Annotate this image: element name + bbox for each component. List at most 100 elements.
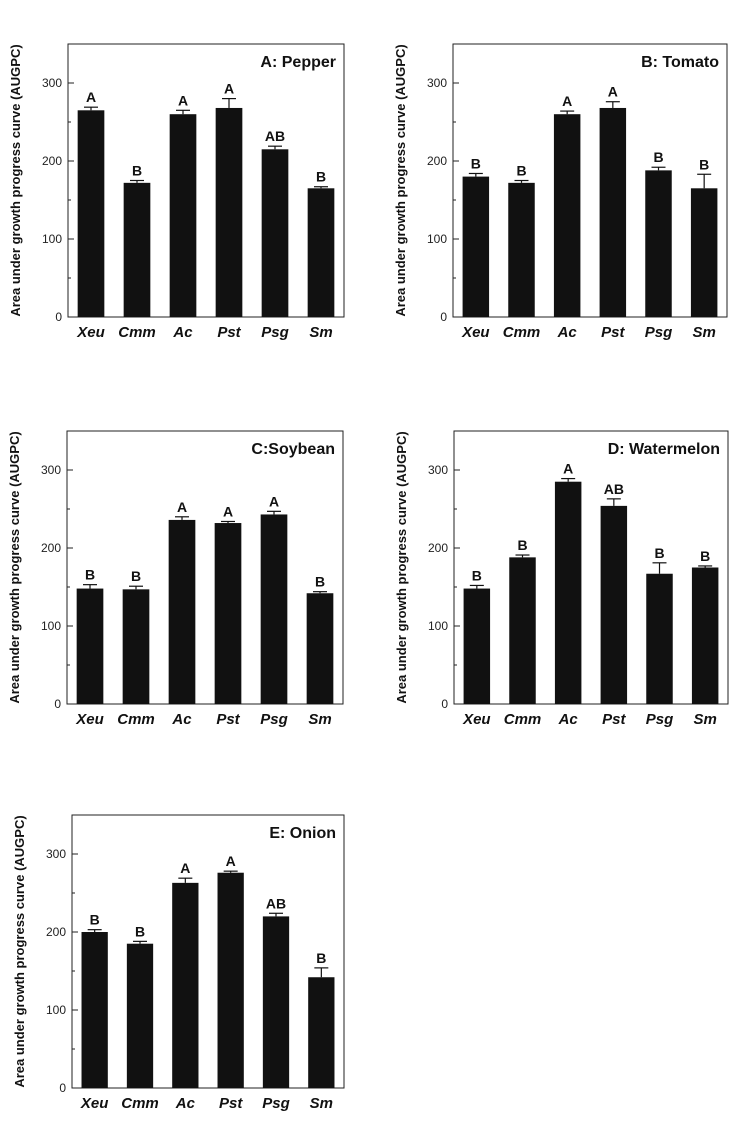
bar-xeu bbox=[76, 588, 104, 704]
significance-letter: AB bbox=[266, 895, 286, 911]
y-tick-label: 200 bbox=[427, 154, 447, 168]
category-label: Xeu bbox=[75, 711, 104, 728]
y-tick-label: 200 bbox=[46, 925, 66, 939]
bar-sm bbox=[690, 188, 718, 317]
chart-panel-5: 0 100 200 300 Area under growth progress cur… bbox=[12, 814, 345, 1112]
significance-letter: A bbox=[562, 93, 572, 109]
y-tick-label: 0 bbox=[441, 697, 448, 711]
category-label: Sm bbox=[693, 711, 716, 728]
category-label: Xeu bbox=[80, 1095, 109, 1112]
y-tick-label: 100 bbox=[41, 619, 61, 633]
category-label: Ac bbox=[172, 324, 193, 341]
category-label: Cmm bbox=[117, 711, 155, 728]
significance-letter: B bbox=[131, 568, 141, 584]
bar-cmm bbox=[508, 182, 535, 317]
y-tick-label: 200 bbox=[428, 541, 448, 555]
significance-letter: A bbox=[180, 860, 190, 876]
significance-letter: B bbox=[700, 548, 710, 564]
y-tick-label: 0 bbox=[54, 697, 61, 711]
significance-letter: A bbox=[269, 493, 279, 509]
bar-sm bbox=[691, 567, 719, 704]
bar-xeu bbox=[462, 176, 490, 317]
bar-sm bbox=[308, 977, 335, 1088]
category-label: Xeu bbox=[462, 711, 491, 728]
category-label: Sm bbox=[309, 324, 332, 341]
category-label: Pst bbox=[219, 1095, 243, 1112]
category-label: Sm bbox=[308, 711, 331, 728]
category-label: Cmm bbox=[121, 1095, 159, 1112]
significance-letter: A bbox=[563, 461, 573, 477]
significance-letter: B bbox=[135, 923, 145, 939]
plot-frame bbox=[71, 814, 345, 1089]
bar-ac bbox=[553, 114, 581, 317]
bar-pst bbox=[214, 523, 242, 704]
chart-panel-1: 0 100 200 300 Area under growth progress cur… bbox=[8, 43, 345, 341]
significance-letter: B bbox=[90, 912, 100, 928]
y-tick-label: 300 bbox=[46, 847, 66, 861]
significance-letter: B bbox=[315, 574, 325, 590]
plot-frame bbox=[66, 430, 344, 705]
bar-ac bbox=[554, 481, 582, 704]
category-label: Pst bbox=[216, 711, 240, 728]
bar-pst bbox=[215, 107, 243, 318]
bar-psg bbox=[261, 149, 289, 317]
bar-cmm bbox=[122, 589, 150, 704]
category-label: Sm bbox=[310, 1095, 333, 1112]
bar-cmm bbox=[509, 557, 536, 704]
significance-letter: A bbox=[86, 89, 96, 105]
category-label: Ac bbox=[557, 324, 578, 341]
category-label: Sm bbox=[692, 324, 715, 341]
plot-frame bbox=[452, 43, 728, 318]
y-tick-label: 200 bbox=[42, 154, 62, 168]
significance-letter: B bbox=[316, 169, 326, 185]
bar-ac bbox=[172, 882, 199, 1088]
y-tick-label: 300 bbox=[41, 463, 61, 477]
category-label: Ac bbox=[558, 711, 579, 728]
y-tick-label: 0 bbox=[59, 1081, 66, 1095]
y-axis-label: Area under growth progress curve (AUGPC) bbox=[393, 44, 408, 316]
chart-panel-2: 0 100 200 300 Area under growth progress cur… bbox=[393, 43, 728, 341]
plot-frame bbox=[67, 43, 345, 318]
y-tick-label: 100 bbox=[428, 619, 448, 633]
chart-title: C:Soybean bbox=[251, 441, 335, 458]
category-label: Xeu bbox=[76, 324, 105, 341]
category-label: Pst bbox=[601, 324, 625, 341]
plot-frame bbox=[453, 430, 729, 705]
y-tick-label: 0 bbox=[440, 310, 447, 324]
bar-psg bbox=[646, 573, 673, 704]
bar-sm bbox=[306, 593, 334, 704]
chart-title: A: Pepper bbox=[260, 54, 336, 71]
chart-title: D: Watermelon bbox=[608, 441, 720, 458]
bar-psg bbox=[260, 514, 288, 704]
category-label: Cmm bbox=[118, 324, 156, 341]
category-label: Cmm bbox=[504, 711, 542, 728]
y-tick-label: 200 bbox=[41, 541, 61, 555]
category-label: Pst bbox=[602, 711, 626, 728]
bar-xeu bbox=[81, 932, 108, 1088]
significance-letter: B bbox=[316, 950, 326, 966]
significance-letter: A bbox=[177, 499, 187, 515]
category-label: Pst bbox=[217, 324, 241, 341]
significance-letter: A bbox=[226, 853, 236, 869]
significance-letter: A bbox=[608, 84, 618, 100]
significance-letter: B bbox=[653, 149, 663, 165]
category-label: Cmm bbox=[503, 324, 541, 341]
y-axis-label: Area under growth progress curve (AUGPC) bbox=[394, 431, 409, 703]
y-tick-label: 300 bbox=[427, 76, 447, 90]
y-axis-label: Area under growth progress curve (AUGPC) bbox=[12, 815, 27, 1087]
bar-ac bbox=[169, 114, 197, 317]
y-axis-label: Area under growth progress curve (AUGPC) bbox=[8, 44, 23, 316]
significance-letter: AB bbox=[604, 481, 624, 497]
category-label: Xeu bbox=[461, 324, 490, 341]
y-tick-label: 100 bbox=[46, 1003, 66, 1017]
y-tick-label: 300 bbox=[42, 76, 62, 90]
significance-letter: B bbox=[517, 537, 527, 553]
category-label: Psg bbox=[646, 711, 674, 728]
category-label: Psg bbox=[262, 1095, 290, 1112]
chart-title: B: Tomato bbox=[641, 54, 719, 71]
chart-title: E: Onion bbox=[269, 825, 336, 842]
bar-psg bbox=[262, 916, 290, 1088]
significance-letter: A bbox=[178, 92, 188, 108]
bar-pst bbox=[600, 505, 628, 704]
